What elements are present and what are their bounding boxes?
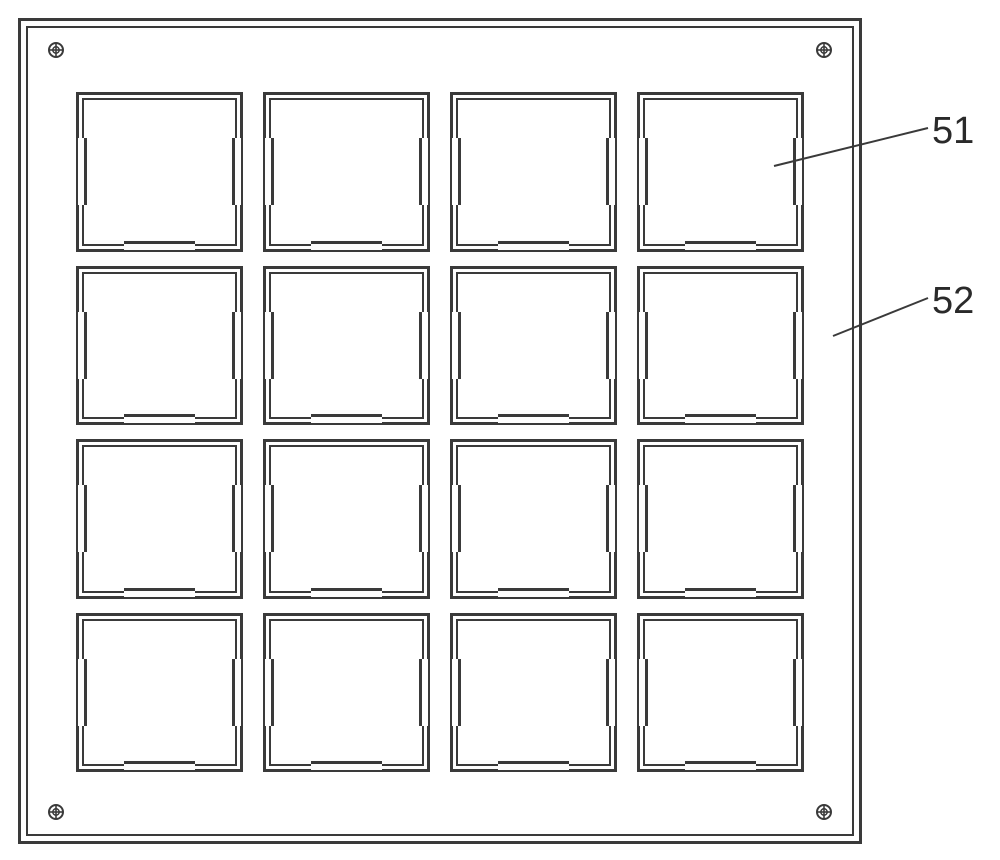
module-cell [637,613,804,773]
module-cell [450,266,617,426]
module-cell [637,439,804,599]
module-cell [76,439,243,599]
module-cell [450,92,617,252]
module-cell [637,92,804,252]
module-cell [76,92,243,252]
callout-label-51: 51 [932,110,974,153]
module-cell [76,613,243,773]
corner-screw-icon [815,803,833,821]
module-cell [450,439,617,599]
corner-screw-icon [47,41,65,59]
module-cell [263,613,430,773]
module-cell [263,266,430,426]
module-grid [76,92,804,772]
corner-screw-icon [47,803,65,821]
module-cell [637,266,804,426]
module-cell [76,266,243,426]
callout-label-52: 52 [932,280,974,323]
corner-screw-icon [815,41,833,59]
module-cell [450,613,617,773]
module-cell [263,92,430,252]
module-cell [263,439,430,599]
